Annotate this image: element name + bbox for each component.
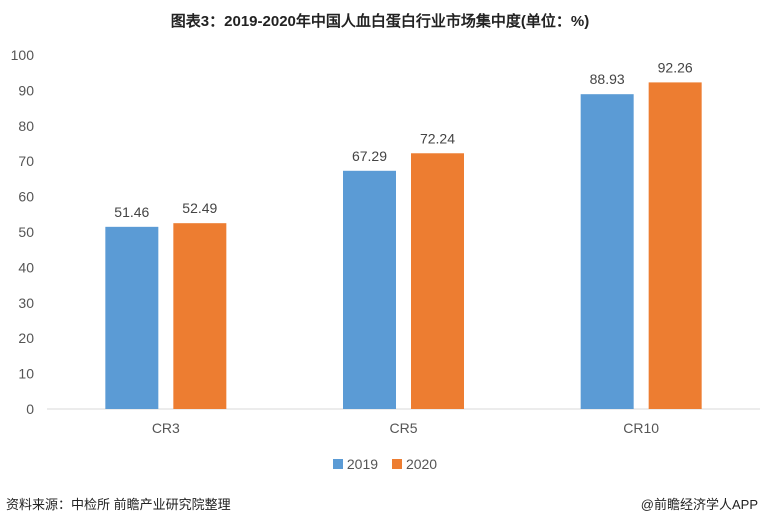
bar-2020-CR3 [173, 223, 227, 409]
bar-2019-CR3 [105, 226, 159, 409]
legend-label-2019: 2019 [346, 456, 379, 472]
legend: 2019 2020 [0, 456, 760, 472]
credit-note: @前瞻经济学人APP [640, 497, 758, 512]
bar-2019-CR5 [343, 170, 396, 409]
bar-2020-CR10 [648, 82, 702, 409]
y-tick-label: 20 [18, 330, 34, 346]
chart-title: 图表3：2019-2020年中国人血白蛋白行业市场集中度(单位：%) [170, 13, 590, 30]
data-label: 67.29 [352, 148, 387, 164]
legend-swatch-2019 [332, 459, 343, 469]
y-tick-label: 100 [11, 47, 35, 63]
y-tick-label: 80 [18, 118, 34, 134]
bar-2020-CR5 [411, 153, 464, 409]
y-tick-label: 0 [26, 401, 34, 417]
y-tick-label: 60 [18, 189, 34, 205]
y-tick-label: 40 [18, 259, 34, 275]
y-tick-label: 30 [18, 295, 34, 311]
data-label: 52.49 [182, 200, 217, 216]
data-label: 92.26 [658, 59, 693, 75]
data-label: 51.46 [114, 204, 149, 220]
y-tick-label: 50 [18, 224, 34, 240]
x-tick-label: CR5 [389, 420, 417, 436]
data-label: 72.24 [420, 130, 455, 146]
source-note: 资料来源：中检所 前瞻产业研究院整理 [6, 497, 231, 512]
bar-2019-CR10 [580, 94, 634, 409]
y-tick-label: 10 [18, 366, 34, 382]
bar-chart: 0 10 20 30 40 50 60 70 80 90 100 CR3 51.46 52.49 CR5 67… [11, 47, 760, 436]
y-tick-label: 90 [18, 82, 34, 98]
x-tick-label: CR3 [152, 420, 180, 436]
x-tick-label: CR10 [623, 420, 659, 436]
data-label: 88.93 [590, 71, 625, 87]
legend-label-2020: 2020 [405, 456, 438, 472]
y-tick-label: 70 [18, 153, 34, 169]
legend-swatch-2020 [391, 459, 402, 469]
